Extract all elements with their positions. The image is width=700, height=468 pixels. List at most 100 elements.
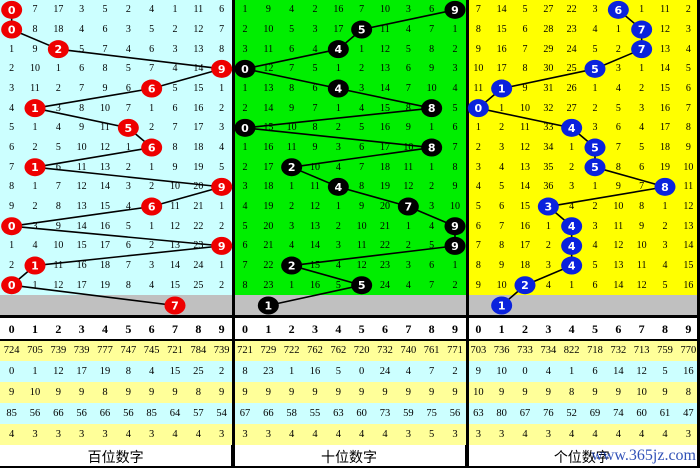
svg-text:8: 8 [428,102,436,115]
svg-text:2: 2 [288,161,296,174]
hit-marker: 5 [584,158,606,177]
trend-line-segment [478,107,572,129]
svg-text:0: 0 [8,4,16,17]
hit-marker: 9 [211,236,233,255]
hit-marker: 4 [561,236,583,255]
svg-text:5: 5 [358,279,366,292]
panel-label: 百位数字 [0,445,235,468]
hit-marker: 5 [117,118,139,137]
svg-text:1: 1 [498,300,506,313]
trend-line-segment [151,186,222,208]
svg-text:0: 0 [474,102,482,115]
prediction-marker: 1 [257,296,279,315]
hit-marker: 5 [584,59,606,78]
trend-line-segment [244,107,432,129]
trend-line-segment [11,225,222,247]
hit-marker: 0 [1,0,23,19]
svg-text:5: 5 [591,63,599,76]
trend-line-segment [244,48,339,70]
hit-marker: 1 [24,99,46,118]
trend-line-segment [338,87,432,109]
trend-line-segment [548,186,666,208]
hit-marker: 2 [514,276,536,295]
svg-text:6: 6 [148,83,156,96]
svg-text:1: 1 [31,102,39,115]
divider [697,0,700,468]
hit-marker: 8 [654,177,676,196]
hit-marker: 6 [141,79,163,98]
svg-text:8: 8 [661,181,669,194]
svg-text:4: 4 [568,220,576,233]
divider [0,315,700,318]
hit-marker: 9 [444,217,466,236]
hit-marker: 4 [561,118,583,137]
divider [232,0,236,468]
hit-marker: 5 [351,276,373,295]
svg-text:1: 1 [498,83,506,96]
hit-marker: 4 [561,217,583,236]
divider [0,466,700,468]
trend-line-segment [34,146,152,168]
svg-text:0: 0 [8,220,16,233]
hit-marker: 9 [444,236,466,255]
hit-marker: 1 [24,158,46,177]
hit-marker: 6 [607,0,629,19]
hit-marker: 6 [141,197,163,216]
hit-marker: 0 [1,217,23,236]
hit-marker: 0 [1,276,23,295]
trend-line-segment [268,284,362,307]
hit-marker: 9 [211,177,233,196]
trend-line-segment [291,245,456,267]
svg-text:9: 9 [451,4,459,17]
hit-marker: 9 [444,0,466,19]
svg-text:7: 7 [171,300,179,313]
hit-marker: 2 [281,256,303,275]
hit-marker: 0 [1,20,23,39]
trend-line-segment [594,166,666,188]
hit-marker: 3 [537,197,559,216]
svg-text:5: 5 [591,161,599,174]
hit-marker: 8 [421,138,443,157]
svg-text:6: 6 [148,201,156,214]
svg-text:7: 7 [404,201,412,214]
hit-marker: 7 [631,40,653,59]
hit-marker: 7 [397,197,419,216]
svg-text:1: 1 [31,161,39,174]
svg-text:2: 2 [521,279,529,292]
svg-text:4: 4 [335,181,343,194]
svg-text:5: 5 [358,24,366,37]
svg-text:5: 5 [125,122,133,135]
svg-text:3: 3 [544,201,552,214]
hit-marker: 6 [141,138,163,157]
trend-line-segment [361,9,456,31]
trend-line-segment [34,245,222,267]
hit-marker: 5 [584,138,606,157]
trend-line-segment [151,68,222,90]
hit-marker: 0 [234,118,256,137]
hit-marker: 7 [631,20,653,39]
divider [0,339,700,341]
svg-text:0: 0 [8,24,16,37]
svg-text:2: 2 [288,260,296,273]
svg-text:4: 4 [568,122,576,135]
trend-line-segment [244,68,339,90]
svg-text:9: 9 [451,220,459,233]
trend-line-segment [58,48,222,70]
svg-text:0: 0 [8,279,16,292]
svg-text:5: 5 [591,142,599,155]
hit-marker: 8 [421,99,443,118]
prediction-marker: 7 [164,296,186,315]
svg-text:4: 4 [335,83,343,96]
svg-text:4: 4 [568,240,576,253]
hit-marker: 1 [491,79,513,98]
divider [465,0,469,468]
trend-line-segment [34,166,222,188]
trend-line-segment [11,284,176,307]
trend-line-segment [338,186,409,208]
trend-line-segment [291,264,362,286]
watermark: www.365jz.com [591,447,696,464]
trend-line-segment [501,68,596,90]
hit-marker: 2 [47,40,69,59]
hit-marker: 4 [327,79,349,98]
